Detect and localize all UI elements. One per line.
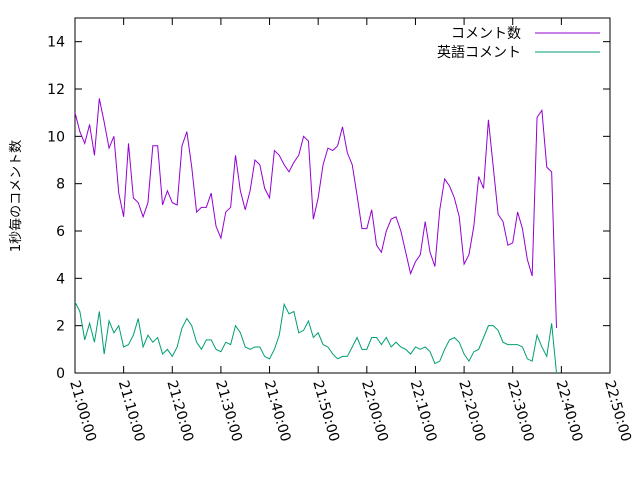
x-tick-label: 22:00:00 [358,379,391,444]
y-axis-label: 1秒毎のコメント数 [8,140,24,252]
x-axis: 21:00:00 21:10:00 21:20:00 21:30:00 21:40:00… [66,18,634,444]
series-line-1 [74,98,557,329]
y-tick-label: 12 [47,82,65,98]
x-tick-label: 22:10:00 [407,379,440,444]
x-tick-label: 21:50:00 [309,379,342,444]
x-tick-label: 21:10:00 [115,379,148,444]
y-tick-label: 0 [56,366,65,382]
x-tick-label: 22:20:00 [455,379,488,444]
legend-label: コメント数 [451,26,521,42]
y-tick-label: 6 [56,224,65,240]
y-tick-label: 2 [56,319,65,335]
series-group [74,98,557,374]
x-tick-label: 21:30:00 [212,379,245,444]
x-tick-label: 21:00:00 [66,379,99,444]
y-tick-label: 8 [56,177,65,193]
y-tick-label: 4 [56,271,65,287]
y-axis: 0 2 4 6 8 10 12 14 [47,35,610,382]
x-tick-label: 21:40:00 [261,379,294,444]
series-line-2 [74,301,557,374]
x-tick-label: 22:40:00 [553,379,586,444]
x-tick-label: 22:50:00 [601,379,634,444]
x-tick-label: 21:20:00 [163,379,196,444]
y-tick-label: 14 [47,35,65,51]
x-tick-label: 22:30:00 [504,379,537,444]
plot-frame [74,17,611,374]
legend-label: 英語コメント [437,44,521,61]
y-tick-label: 10 [47,129,65,145]
